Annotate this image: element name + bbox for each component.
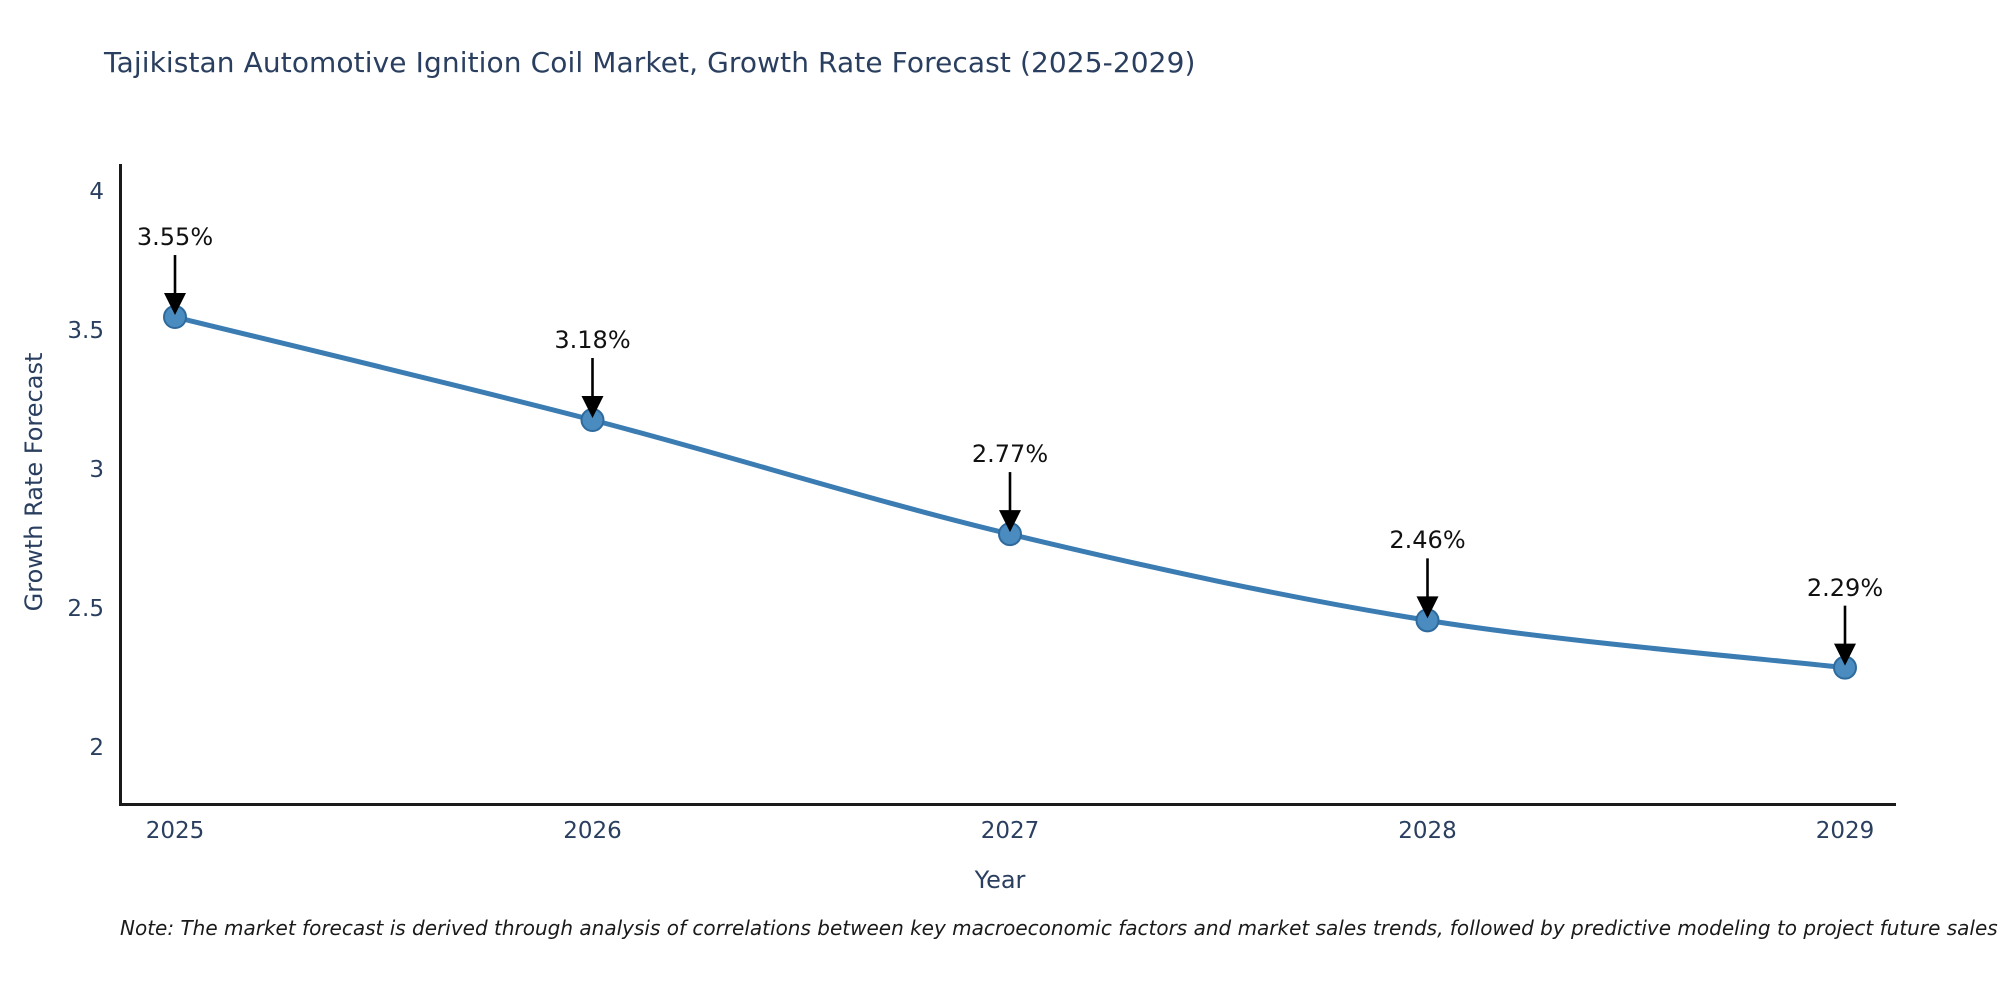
- data-point-value-label: 2.46%: [1389, 526, 1466, 555]
- y-axis-tick-label: 3.5: [67, 318, 104, 344]
- y-axis-tick-label: 3: [89, 457, 104, 484]
- x-axis-tick-label: 2027: [980, 818, 1040, 844]
- y-axis-title: Growth Rate Forecast: [20, 352, 48, 612]
- annotation-arrows: [164, 255, 1856, 666]
- x-axis-tick-label: 2026: [563, 818, 622, 844]
- x-axis-tick-label: 2025: [145, 818, 205, 844]
- data-series-growth-rate: [163, 305, 1857, 680]
- y-axis-tick-label: 2: [89, 735, 104, 762]
- data-point-value-label: 3.55%: [136, 223, 214, 251]
- data-point-value-label: 2.77%: [971, 440, 1049, 469]
- x-axis-tick-label: 2029: [1815, 818, 1875, 844]
- chart-title: Tajikistan Automotive Ignition Coil Mark…: [104, 46, 1196, 79]
- annotation-arrow-head: [164, 293, 186, 316]
- data-point-value-label: 2.29%: [1806, 573, 1884, 602]
- annotation-arrow-head: [999, 510, 1021, 533]
- chart-footnote: Note: The market forecast is derived thr…: [120, 916, 1998, 940]
- annotation-arrow-head: [1834, 643, 1856, 666]
- x-axis-tick-label: 2028: [1398, 818, 1457, 844]
- y-axis-tick-label: 2.5: [67, 596, 104, 623]
- x-axis-title: Year: [974, 866, 1026, 894]
- annotation-arrow-head: [1416, 596, 1439, 619]
- y-axis-tick-label: 4: [89, 178, 104, 205]
- data-point-value-label: 3.18%: [554, 326, 631, 354]
- annotation-arrow-head: [581, 396, 604, 418]
